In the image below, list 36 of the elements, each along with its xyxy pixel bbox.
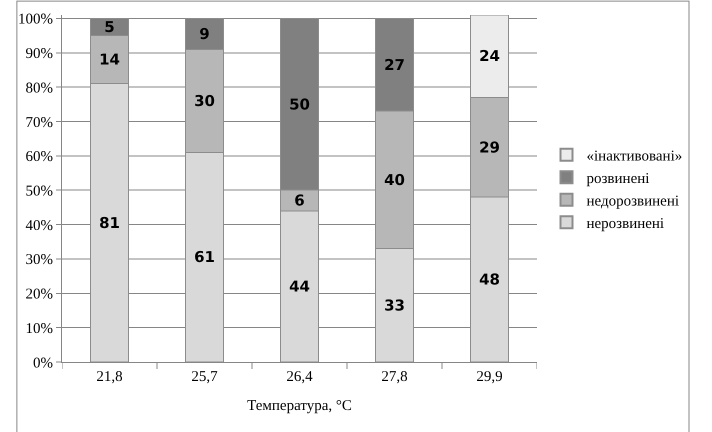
y-tick-label: 40% — [26, 218, 53, 234]
x-tick-label: 21,8 — [96, 369, 123, 385]
data-label: 33 — [384, 296, 405, 314]
legend-label: недорозвинені — [586, 194, 680, 210]
data-label: 40 — [384, 170, 405, 189]
data-label: 44 — [289, 277, 310, 296]
data-label: 81 — [99, 214, 120, 232]
y-tick-label: 10% — [26, 320, 53, 337]
y-tick-label: 80% — [26, 80, 53, 96]
x-tick-label: 26,4 — [286, 369, 314, 385]
data-label: 27 — [384, 56, 405, 74]
data-label: 29 — [479, 138, 500, 156]
y-tick-label: 90% — [26, 46, 53, 62]
data-label: 6 — [294, 192, 305, 210]
y-tick-label: 70% — [26, 114, 53, 131]
y-tick-label: 100% — [18, 12, 53, 28]
y-tick-label: 20% — [26, 286, 53, 303]
data-label: 50 — [289, 95, 310, 114]
x-tick-label: 29,9 — [476, 369, 503, 385]
data-label: 48 — [479, 270, 500, 289]
y-tick-label: 50% — [26, 183, 53, 200]
data-label: 24 — [479, 47, 500, 66]
legend-label: розвинені — [586, 171, 650, 188]
x-tick-label: 27,8 — [381, 369, 408, 385]
data-label: 61 — [194, 248, 215, 266]
legend-label: «інактивовані» — [586, 148, 682, 165]
data-label: 14 — [99, 50, 120, 69]
legend-label: нерозвинені — [586, 216, 664, 232]
y-tick-label: 60% — [26, 149, 53, 166]
data-label: 30 — [194, 92, 215, 110]
x-axis-title: Температура, °C — [247, 398, 352, 414]
y-tick-label: 30% — [26, 252, 53, 268]
data-label: 9 — [199, 24, 210, 43]
y-tick-label: 0% — [33, 355, 53, 372]
x-tick-label: 25,7 — [191, 369, 218, 385]
data-label: 5 — [104, 18, 115, 36]
